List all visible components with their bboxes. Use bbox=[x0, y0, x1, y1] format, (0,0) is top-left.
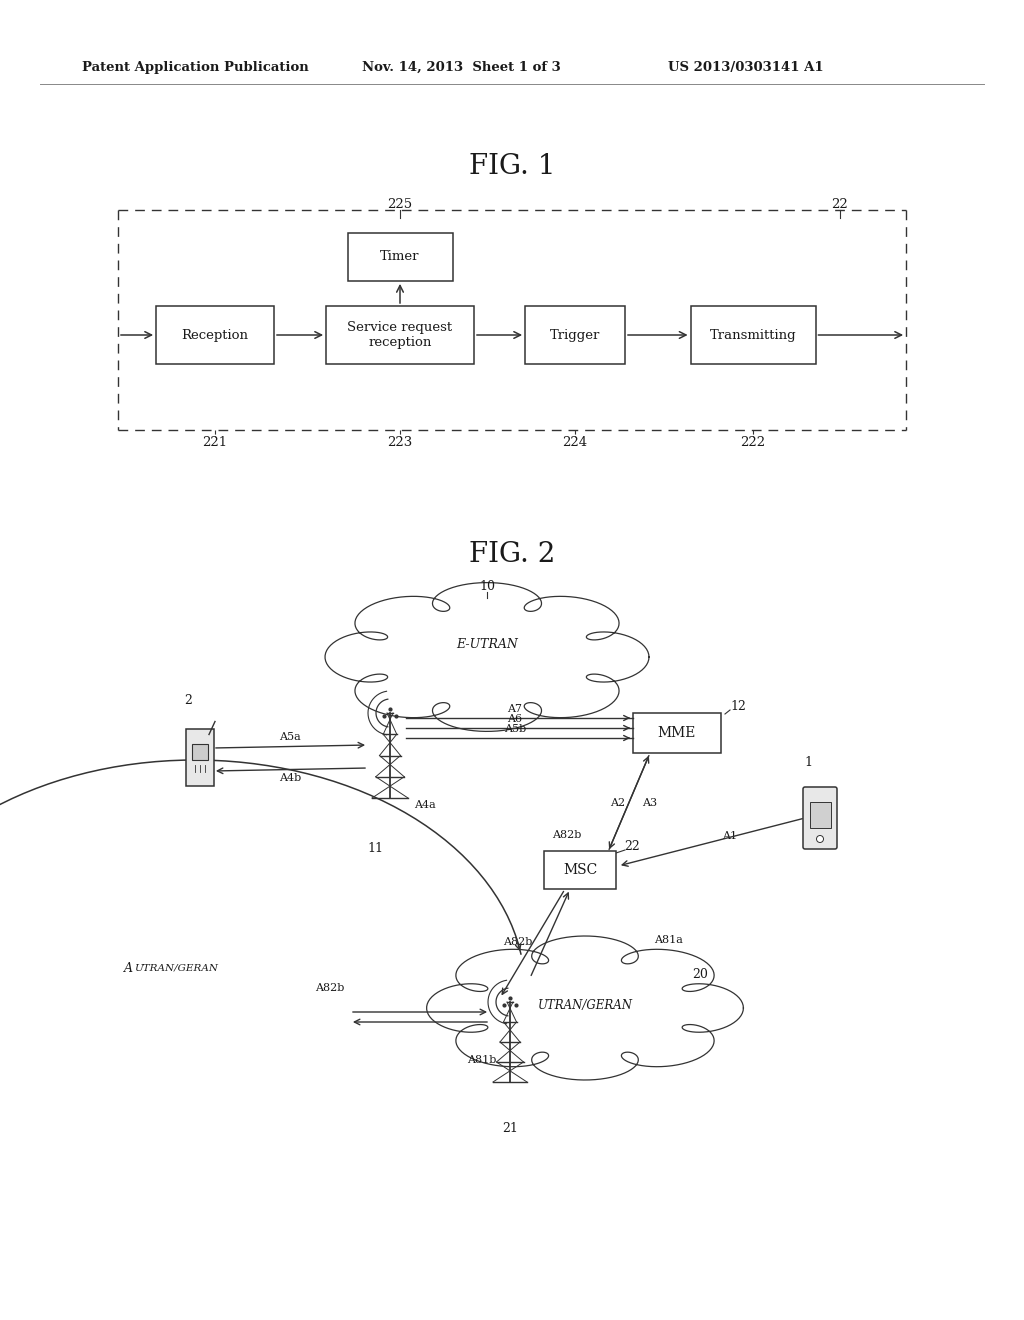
FancyBboxPatch shape bbox=[690, 306, 815, 364]
FancyBboxPatch shape bbox=[633, 713, 721, 752]
Text: 22: 22 bbox=[624, 841, 640, 854]
Text: FIG. 2: FIG. 2 bbox=[469, 541, 555, 569]
Text: 20: 20 bbox=[692, 969, 708, 982]
FancyBboxPatch shape bbox=[810, 803, 830, 828]
Text: A81b: A81b bbox=[467, 1055, 497, 1065]
Text: A6: A6 bbox=[508, 714, 522, 723]
FancyBboxPatch shape bbox=[191, 743, 209, 760]
FancyBboxPatch shape bbox=[156, 306, 274, 364]
FancyBboxPatch shape bbox=[525, 306, 625, 364]
Text: A82b: A82b bbox=[552, 830, 582, 840]
Text: MME: MME bbox=[657, 726, 696, 741]
Polygon shape bbox=[427, 936, 743, 1080]
Text: US 2013/0303141 A1: US 2013/0303141 A1 bbox=[668, 61, 823, 74]
Text: UTRAN/GERAN: UTRAN/GERAN bbox=[134, 964, 218, 973]
Text: FIG. 1: FIG. 1 bbox=[469, 153, 555, 181]
Text: 2: 2 bbox=[184, 693, 191, 706]
Text: 10: 10 bbox=[479, 579, 495, 593]
Text: 21: 21 bbox=[502, 1122, 518, 1134]
Text: 225: 225 bbox=[387, 198, 413, 210]
Text: Timer: Timer bbox=[380, 251, 420, 264]
Text: A5a: A5a bbox=[280, 733, 301, 742]
FancyBboxPatch shape bbox=[347, 234, 453, 281]
Text: A4a: A4a bbox=[414, 800, 436, 810]
Text: 224: 224 bbox=[562, 437, 588, 450]
Text: A5b: A5b bbox=[504, 723, 526, 734]
Text: A7: A7 bbox=[508, 704, 522, 714]
Text: UTRAN/GERAN: UTRAN/GERAN bbox=[538, 998, 633, 1011]
Text: A1: A1 bbox=[723, 832, 737, 841]
Text: 11: 11 bbox=[367, 842, 383, 854]
Text: A82b: A82b bbox=[504, 937, 532, 946]
Text: Trigger: Trigger bbox=[550, 329, 600, 342]
Text: 22: 22 bbox=[831, 198, 848, 210]
Text: Patent Application Publication: Patent Application Publication bbox=[82, 61, 309, 74]
Text: Reception: Reception bbox=[181, 329, 249, 342]
Text: Service request
reception: Service request reception bbox=[347, 321, 453, 348]
Text: 1: 1 bbox=[804, 756, 812, 770]
Polygon shape bbox=[325, 582, 649, 731]
Text: 222: 222 bbox=[740, 437, 766, 450]
Text: A82b: A82b bbox=[315, 983, 345, 993]
Text: Nov. 14, 2013  Sheet 1 of 3: Nov. 14, 2013 Sheet 1 of 3 bbox=[362, 61, 561, 74]
FancyBboxPatch shape bbox=[326, 306, 474, 364]
Text: MSC: MSC bbox=[563, 863, 597, 876]
Text: E-UTRAN: E-UTRAN bbox=[456, 639, 518, 652]
Text: 223: 223 bbox=[387, 437, 413, 450]
FancyBboxPatch shape bbox=[544, 851, 616, 888]
FancyBboxPatch shape bbox=[186, 729, 214, 785]
Text: A3: A3 bbox=[642, 799, 657, 808]
Text: A4b: A4b bbox=[279, 774, 301, 783]
Text: Transmitting: Transmitting bbox=[710, 329, 797, 342]
Text: 221: 221 bbox=[203, 437, 227, 450]
Text: A: A bbox=[124, 961, 132, 974]
Text: 12: 12 bbox=[730, 700, 745, 713]
Circle shape bbox=[816, 836, 823, 842]
Text: A81a: A81a bbox=[653, 935, 682, 945]
Text: A2: A2 bbox=[610, 799, 626, 808]
FancyBboxPatch shape bbox=[803, 787, 837, 849]
